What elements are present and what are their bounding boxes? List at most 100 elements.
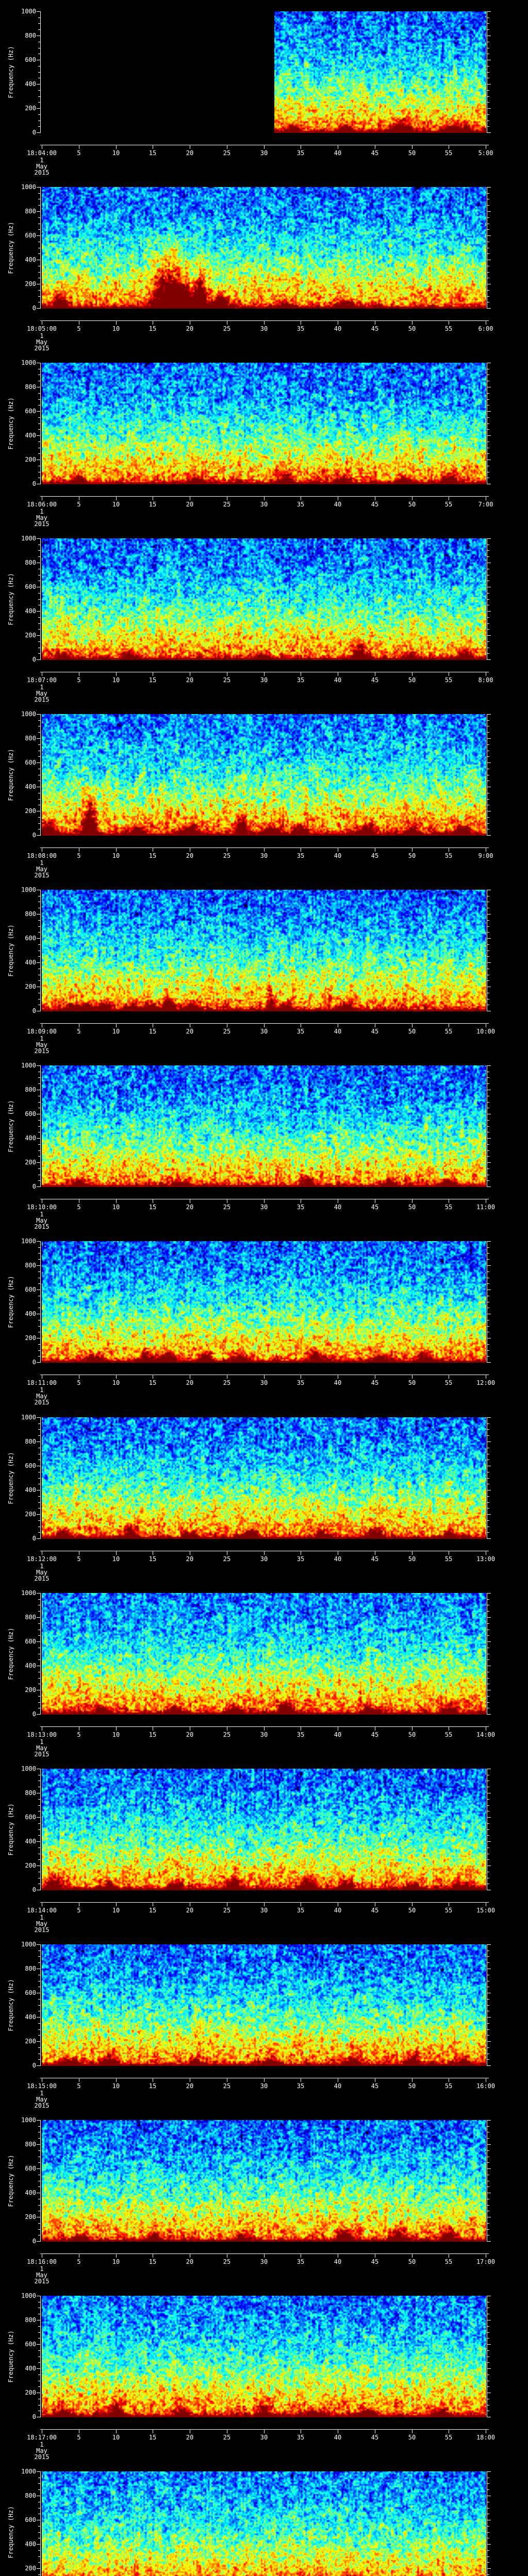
y-tick-right-500hz: [487, 1829, 489, 1830]
x-tick-10s: [116, 1023, 117, 1027]
y-tick-label-400: 400: [25, 1838, 36, 1845]
y-tick-right-300hz: [487, 1678, 489, 1679]
y-tick-right-800hz: [487, 738, 491, 739]
x-tick-label-30s: 30: [260, 2082, 268, 2090]
spectrogram-panel-18-16-00: Frequency (Hz) 0 200 400 600 800 1000 18:16:00 5…: [0, 2109, 528, 2285]
y-tick-600hz: [37, 2168, 40, 2169]
y-tick-right-1000hz: [487, 11, 491, 12]
x-tick-label-30s: 30: [260, 1379, 268, 1386]
x-tick-label-45s: 45: [371, 1555, 379, 1563]
x-tick-label-40s: 40: [334, 1379, 342, 1386]
spectrogram-panel-18-18-00: Frequency (Hz)0200400600800100018:18:005…: [0, 2460, 528, 2576]
y-tick-600hz: [37, 762, 40, 763]
x-tick-label-25s: 25: [223, 501, 231, 508]
y-tick-label-800: 800: [25, 2141, 36, 2148]
x-tick-label-40s: 40: [334, 149, 342, 157]
y-tick-label-200: 200: [25, 280, 36, 287]
x-tick-label-20s: 20: [186, 1555, 194, 1563]
y-axis-line: [40, 714, 41, 836]
y-axis-line: [40, 1593, 41, 1715]
x-tick-label-60s: 5:00: [478, 149, 493, 157]
x-tick-label-5s: 5: [77, 1379, 81, 1386]
x-tick-label-20s: 20: [186, 1731, 194, 1738]
y-tick-right-150hz: [487, 2223, 489, 2224]
x-tick-10s: [116, 1551, 117, 1555]
x-tick-label-40s: 40: [334, 325, 342, 332]
y-tick-right-400hz: [487, 1138, 491, 1139]
spectrogram-heatmap-18-09-00: [42, 890, 486, 1011]
y-tick-right-550hz: [487, 1823, 489, 1824]
y-tick-0hz: [37, 132, 40, 133]
x-tick-10s: [116, 320, 117, 325]
x-tick-label-5s: 5: [77, 1907, 81, 1914]
y-tick-label-1000: 1000: [21, 2292, 36, 2299]
y-tick-right-800hz: [487, 211, 491, 212]
x-tick-label-15s: 15: [148, 325, 157, 332]
x-tick-10s: [116, 2078, 117, 2082]
y-tick-150hz: [38, 2047, 40, 2048]
y-tick-label-800: 800: [25, 2492, 36, 2499]
x-tick-label-10s: 10: [112, 501, 120, 508]
y-tick-right-750hz: [487, 217, 489, 218]
x-tick-label-45s: 45: [371, 2434, 379, 2441]
y-tick-label-0: 0: [32, 2062, 36, 2069]
y-tick-right-200hz: [487, 635, 491, 636]
y-tick-right-500hz: [487, 2532, 489, 2533]
x-tick-label-15s: 15: [148, 2082, 157, 2090]
y-tick-right-50hz: [487, 1532, 489, 1533]
y-tick-right-350hz: [487, 2023, 489, 2024]
x-tick-label-25s: 25: [223, 1731, 231, 1738]
y-tick-0hz: [37, 835, 40, 836]
y-tick-0hz: [37, 2065, 40, 2066]
y-tick-750hz: [38, 1623, 40, 1624]
y-tick-right-500hz: [487, 423, 489, 424]
date-label-line-1: May: [36, 1041, 47, 1048]
y-tick-right-750hz: [487, 1799, 489, 1800]
y-tick-right-300hz: [487, 799, 489, 800]
y-tick-150hz: [38, 1168, 40, 1169]
y-tick-700hz: [38, 1102, 40, 1103]
y-tick-800hz: [37, 1265, 40, 1266]
y-tick-250hz: [38, 1859, 40, 1860]
y-tick-right-600hz: [487, 411, 491, 412]
y-tick-right-200hz: [487, 1514, 491, 1515]
y-tick-label-800: 800: [25, 383, 36, 391]
y-tick-right-0hz: [487, 2241, 491, 2242]
y-tick-right-200hz: [487, 2568, 491, 2569]
date-label-line-1: May: [36, 1920, 47, 1927]
y-tick-right-550hz: [487, 417, 489, 418]
y-tick-label-0: 0: [32, 1535, 36, 1542]
y-tick-right-50hz: [487, 126, 489, 127]
y-tick-right-600hz: [487, 235, 491, 236]
y-tick-right-250hz: [487, 2386, 489, 2387]
y-tick-right-950hz: [487, 1423, 489, 1424]
x-tick-label-50s: 50: [408, 1555, 416, 1563]
y-tick-650hz: [38, 932, 40, 933]
x-tick-label-25s: 25: [223, 2082, 231, 2090]
y-tick-550hz: [38, 2350, 40, 2351]
y-tick-right-850hz: [487, 1435, 489, 1436]
y-tick-right-850hz: [487, 29, 489, 30]
y-tick-500hz: [38, 2532, 40, 2533]
y-tick-300hz: [38, 1502, 40, 1503]
y-tick-300hz: [38, 272, 40, 273]
y-tick-label-200: 200: [25, 2389, 36, 2396]
y-tick-right-250hz: [487, 2035, 489, 2036]
x-tick-label-10s: 10: [112, 2434, 120, 2441]
x-tick-label-50s: 50: [408, 2082, 416, 2090]
y-tick-right-1000hz: [487, 2471, 491, 2472]
x-tick-label-35s: 35: [296, 2434, 305, 2441]
y-tick-right-750hz: [487, 2150, 489, 2151]
y-tick-right-850hz: [487, 1083, 489, 1084]
y-tick-right-800hz: [487, 1617, 491, 1618]
x-tick-10s: [116, 2253, 117, 2258]
y-tick-right-300hz: [487, 96, 489, 97]
y-tick-1000hz: [37, 11, 40, 12]
date-label-line-2: 2015: [34, 1751, 50, 1758]
y-tick-label-200: 200: [25, 983, 36, 990]
y-tick-1000hz: [37, 714, 40, 715]
y-tick-right-450hz: [487, 2362, 489, 2363]
y-tick-right-200hz: [487, 108, 491, 109]
x-tick-30s: [264, 1023, 265, 1027]
